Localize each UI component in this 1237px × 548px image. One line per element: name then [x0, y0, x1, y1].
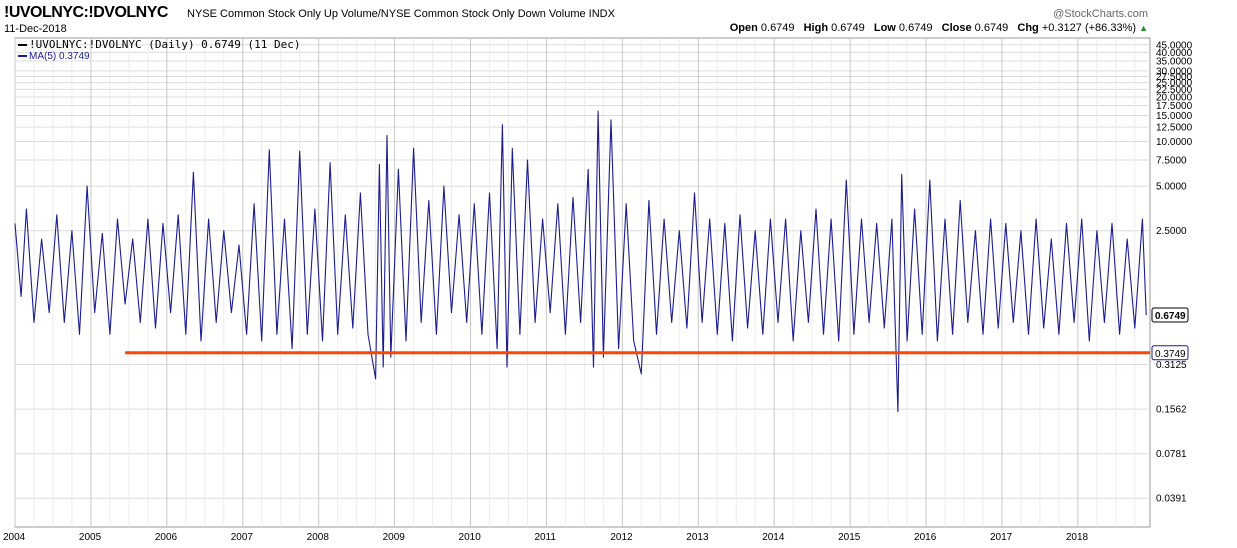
y-tick-label: 2.5000: [1156, 226, 1187, 237]
legend-series-label: !UVOLNYC:!DVOLNYC (Daily) 0.6749 (11 Dec…: [29, 38, 301, 51]
y-tick-label: 30.0000: [1156, 66, 1193, 77]
x-tick-label: 2009: [383, 532, 406, 543]
symbol-title: !UVOLNYC:!DVOLNYC: [4, 4, 168, 21]
y-tick-label: 15.0000: [1156, 111, 1193, 122]
x-tick-label: 2005: [79, 532, 102, 543]
legend-series: !UVOLNYC:!DVOLNYC (Daily) 0.6749 (11 Dec…: [18, 39, 301, 51]
y-tick-label: 0.0391: [1156, 494, 1187, 505]
symbol-description: NYSE Common Stock Only Up Volume/NYSE Co…: [187, 8, 615, 20]
x-tick-label: 2004: [3, 532, 26, 543]
x-tick-label: 2017: [990, 532, 1013, 543]
legend-ma: MA(5) 0.3749: [18, 51, 301, 63]
x-tick-label: 2016: [914, 532, 937, 543]
high-value: 0.6749: [831, 22, 865, 34]
y-tick-label: 0.1562: [1156, 405, 1187, 416]
ma-value-tag: [1151, 345, 1189, 361]
y-tick-label: 7.5000: [1156, 156, 1187, 167]
change-label: Chg: [1017, 22, 1039, 34]
y-tick-label: 25.0000: [1156, 78, 1193, 89]
y-tick-label: 0.3125: [1156, 360, 1187, 371]
y-tick-label: 10.0000: [1156, 137, 1193, 148]
ohlc-readout: Open 0.6749 High 0.6749 Low 0.6749 Close…: [730, 22, 1148, 34]
chart-legend: !UVOLNYC:!DVOLNYC (Daily) 0.6749 (11 Dec…: [18, 39, 301, 63]
y-tick-label: 5.0000: [1156, 182, 1187, 193]
last-value-tag: [1151, 307, 1189, 323]
y-tick-label: 12.5000: [1156, 123, 1193, 134]
change-value: +0.3127 (+86.33%): [1041, 22, 1137, 34]
y-tick-label: 45.0000: [1156, 40, 1193, 51]
quote-date: 11-Dec-2018: [4, 23, 67, 35]
y-tick-label: 35.0000: [1156, 56, 1193, 67]
close-label: Close: [941, 22, 972, 34]
y-tick-label: 0.0781: [1156, 449, 1187, 460]
x-tick-label: 2015: [838, 532, 861, 543]
series-line: [14, 110, 1147, 413]
x-tick-label: 2007: [231, 532, 254, 543]
y-tick-label: 40.0000: [1156, 48, 1193, 59]
open-value: 0.6749: [760, 22, 795, 34]
x-tick-label: 2006: [155, 532, 178, 543]
brand-label[interactable]: @StockCharts.com: [1053, 8, 1148, 20]
open-label: Open: [729, 22, 758, 34]
x-tick-label: 2013: [686, 532, 709, 543]
x-tick-label: 2008: [307, 532, 330, 543]
high-label: High: [803, 22, 829, 34]
x-tick-label: 2018: [1066, 532, 1089, 543]
ma-value-label: 0.3749: [1155, 349, 1186, 360]
y-tick-label: 27.5000: [1156, 72, 1193, 83]
change-up-arrow-icon: ▲: [1139, 23, 1148, 33]
low-label: Low: [873, 22, 896, 34]
series-swatch-icon: [18, 44, 27, 46]
y-tick-label: 17.5000: [1156, 101, 1193, 112]
x-tick-label: 2012: [610, 532, 633, 543]
low-value: 0.6749: [898, 22, 933, 34]
y-tick-label: 20.0000: [1156, 92, 1193, 103]
last-value-label: 0.6749: [1155, 311, 1186, 322]
x-tick-label: 2010: [459, 532, 482, 543]
ma-swatch-icon: [18, 55, 27, 58]
x-tick-label: 2011: [534, 532, 556, 543]
close-value: 0.6749: [974, 22, 1009, 34]
y-tick-label: 22.5000: [1156, 85, 1193, 96]
legend-ma-label: MA(5) 0.3749: [29, 51, 90, 62]
x-tick-label: 2014: [762, 532, 785, 543]
